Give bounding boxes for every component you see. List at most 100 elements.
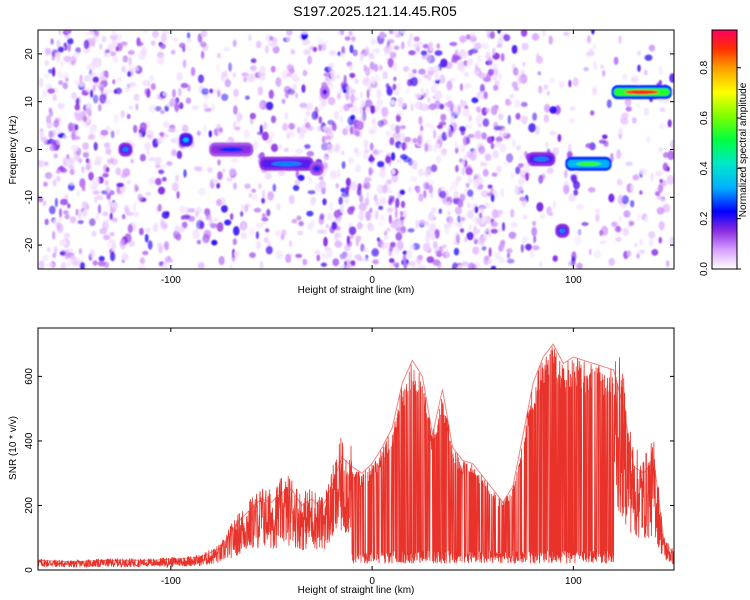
heatmap-cell — [192, 229, 200, 240]
heatmap-cell — [395, 124, 401, 134]
heatmap-cell — [79, 74, 83, 84]
heatmap-cell — [412, 43, 418, 49]
heatmap-cell — [349, 126, 353, 135]
heatmap-cell — [433, 129, 437, 139]
heatmap-cell — [261, 217, 269, 222]
heatmap-cell — [105, 53, 111, 58]
heatmap-cell — [160, 33, 167, 43]
heatmap-cell — [105, 49, 110, 54]
heatmap-cell — [549, 77, 555, 84]
heatmap-cell — [222, 168, 226, 173]
heatmap-cell — [466, 202, 472, 208]
heatmap-cell — [483, 202, 491, 209]
heatmap-cell — [496, 43, 503, 48]
heatmap-cell — [149, 104, 156, 113]
heatmap-cell — [400, 211, 404, 216]
heatmap-cell — [373, 194, 378, 202]
heatmap-cell — [467, 189, 474, 197]
heatmap-cell — [272, 183, 277, 192]
heatmap-cell — [121, 214, 126, 220]
heatmap-cell — [434, 50, 443, 56]
heatmap-cell — [439, 74, 446, 84]
heatmap-cell — [251, 194, 258, 201]
heatmap-cell — [63, 55, 71, 62]
heatmap-cell — [105, 166, 110, 173]
heatmap-cell — [217, 91, 221, 98]
heatmap-cell — [467, 49, 473, 56]
heatmap-cell — [397, 97, 404, 104]
heatmap-cell — [418, 193, 424, 202]
heatmap-cell — [203, 102, 208, 109]
heatmap-cell — [316, 254, 321, 262]
heatmap-cell — [638, 238, 644, 246]
heatmap-cell — [623, 210, 631, 218]
heatmap-cell — [479, 206, 484, 215]
heatmap-cell — [363, 247, 369, 252]
heatmap-cell — [437, 124, 443, 130]
y-tick-label: 0 — [24, 146, 35, 152]
heatmap-cell — [625, 106, 632, 112]
heatmap-cell — [429, 193, 434, 198]
heatmap-cell — [340, 53, 345, 59]
heatmap-cell — [186, 38, 192, 43]
heatmap-cell — [500, 128, 509, 137]
heatmap-cell — [459, 158, 463, 163]
heatmap-cell — [467, 175, 473, 185]
heatmap-cell — [637, 64, 641, 72]
heatmap-cell — [217, 159, 221, 166]
heatmap-cell — [57, 46, 64, 53]
heatmap-cell — [46, 247, 51, 253]
heatmap-cell — [506, 248, 513, 254]
heatmap-cell — [155, 164, 161, 169]
heatmap-cell — [55, 169, 61, 174]
x-tick-label: 0 — [369, 275, 375, 286]
heatmap-cell — [112, 55, 119, 64]
heatmap-cell — [348, 226, 357, 236]
heatmap-cell — [363, 184, 368, 189]
heatmap-cell — [445, 248, 449, 259]
heatmap-cell — [120, 173, 127, 179]
heatmap-cell — [74, 124, 79, 131]
heatmap-cell — [416, 45, 420, 53]
heatmap-cell — [135, 186, 139, 191]
heatmap-cell — [358, 202, 367, 212]
heatmap-cell — [563, 31, 570, 36]
heatmap-cell — [464, 124, 473, 129]
heatmap-cell — [368, 129, 375, 135]
heatmap-cell — [42, 200, 47, 206]
heatmap-cell — [629, 220, 635, 226]
heatmap-cell — [466, 136, 471, 145]
heatmap-cell — [507, 251, 510, 259]
heatmap-cell — [585, 143, 593, 149]
heatmap-cell — [270, 65, 276, 73]
heatmap-cell — [402, 66, 410, 72]
heatmap-cell — [205, 210, 209, 221]
heatmap-cell — [71, 144, 79, 152]
heatmap-cell — [320, 97, 327, 107]
heatmap-cell — [264, 45, 269, 54]
heatmap-cell — [38, 77, 44, 88]
heatmap-cell — [206, 167, 213, 173]
heatmap-cell — [182, 124, 189, 133]
heatmap-cell — [563, 184, 570, 195]
colorbar-label: Normalized spectral amplitude — [738, 82, 749, 217]
heatmap-cell — [522, 61, 526, 67]
heatmap-cell — [639, 168, 647, 175]
spectrogram-y-axis-label: Frequency (Hz) — [8, 116, 19, 185]
heatmap-cell — [417, 41, 423, 46]
heatmap-cell — [449, 187, 453, 192]
heatmap-cell — [234, 126, 241, 131]
heatmap-cell — [453, 247, 460, 256]
heatmap-cell — [147, 240, 153, 250]
heatmap-cell — [386, 227, 391, 232]
colorbar-tick-label: 0.0 — [699, 262, 710, 276]
heatmap-cell — [321, 252, 326, 257]
heatmap-cell — [103, 234, 111, 241]
heatmap-cell — [426, 256, 435, 264]
heatmap-cell — [221, 71, 225, 82]
heatmap-cell — [262, 213, 266, 219]
heatmap-cell — [362, 76, 371, 87]
heatmap-cell — [425, 54, 431, 62]
heatmap-cell — [350, 234, 354, 240]
heatmap-cell — [361, 53, 366, 59]
